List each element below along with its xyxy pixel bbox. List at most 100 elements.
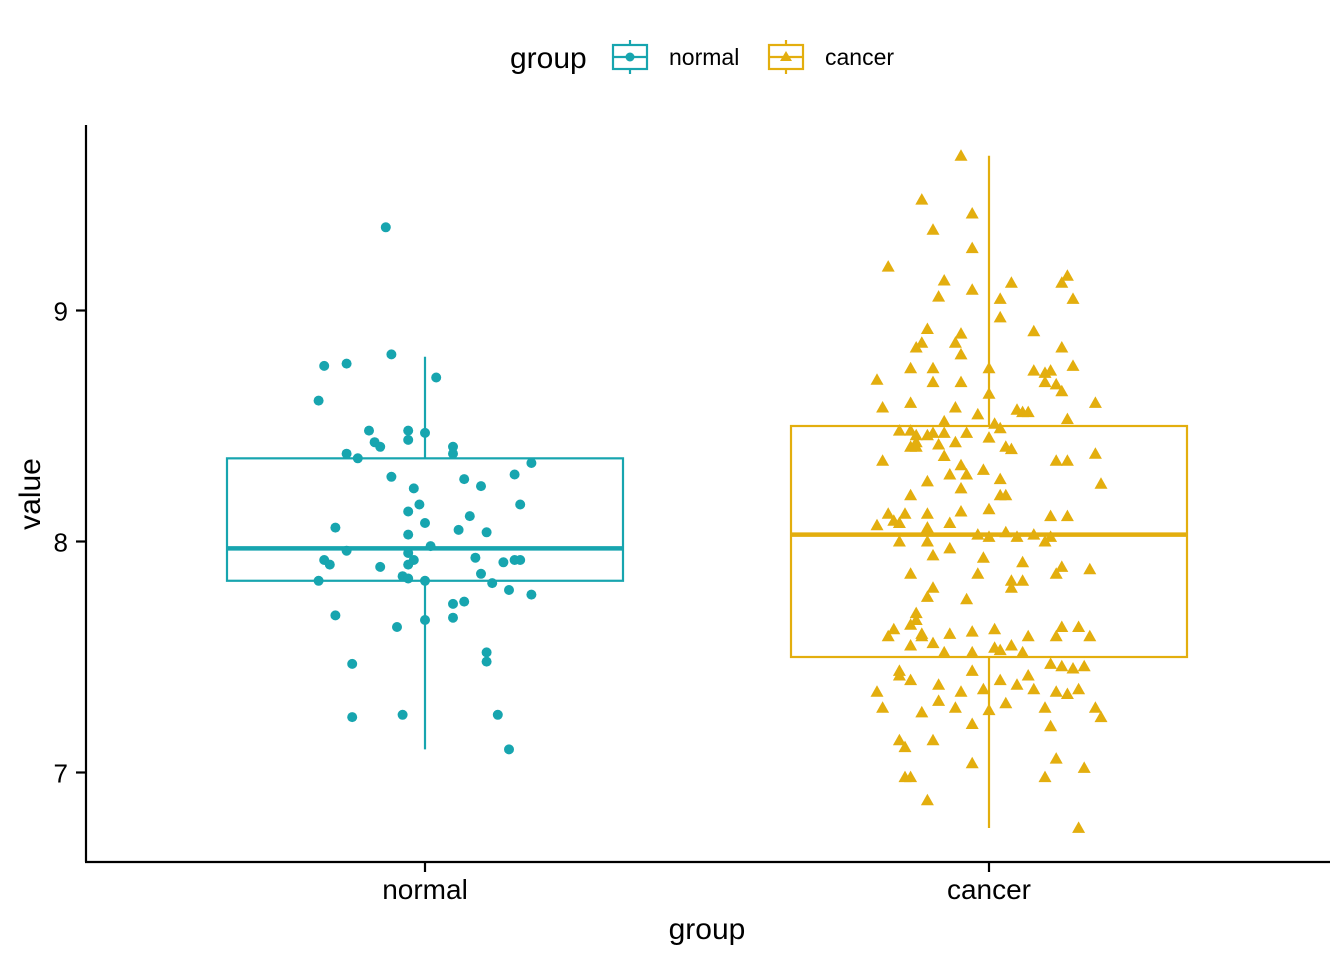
data-point-cancer bbox=[926, 426, 940, 438]
data-point-normal bbox=[448, 598, 458, 609]
data-point-cancer bbox=[904, 488, 918, 501]
data-point-normal bbox=[504, 585, 514, 595]
data-point-cancer bbox=[932, 438, 946, 450]
data-point-cancer bbox=[965, 756, 979, 769]
data-point-cancer bbox=[926, 636, 940, 649]
data-point-cancer bbox=[1055, 276, 1069, 288]
data-point-cancer bbox=[898, 740, 912, 753]
data-point-cancer bbox=[993, 472, 1007, 485]
data-point-normal bbox=[448, 612, 458, 623]
boxes-layer bbox=[225, 155, 1189, 828]
data-point-cancer bbox=[937, 449, 951, 461]
data-point-cancer bbox=[926, 733, 940, 746]
data-point-cancer bbox=[1016, 555, 1030, 568]
data-point-cancer bbox=[948, 701, 962, 713]
data-point-normal bbox=[420, 518, 430, 528]
legend-key-cancer bbox=[767, 40, 805, 74]
data-point-cancer bbox=[1038, 375, 1052, 388]
data-point-cancer bbox=[948, 336, 962, 348]
data-point-normal bbox=[420, 615, 430, 625]
data-point-cancer bbox=[1060, 687, 1074, 699]
data-point-normal bbox=[313, 395, 324, 406]
data-point-normal bbox=[448, 448, 458, 459]
data-point-cancer bbox=[909, 613, 923, 625]
box-cancer bbox=[789, 155, 1189, 828]
data-point-normal bbox=[330, 522, 341, 533]
data-point-cancer bbox=[1027, 682, 1041, 695]
data-point-cancer bbox=[932, 694, 946, 706]
data-point-cancer bbox=[898, 507, 912, 519]
data-point-cancer bbox=[898, 770, 912, 783]
data-point-cancer bbox=[954, 685, 968, 697]
data-point-cancer bbox=[943, 516, 957, 528]
data-point-cancer bbox=[920, 590, 934, 602]
data-point-normal bbox=[431, 372, 442, 383]
data-point-cancer bbox=[943, 468, 957, 480]
data-point-normal bbox=[341, 358, 352, 369]
data-point-normal bbox=[487, 578, 498, 589]
data-point-cancer bbox=[1044, 719, 1058, 732]
data-point-cancer bbox=[870, 373, 884, 385]
y-axis-title: value bbox=[14, 458, 47, 530]
data-point-cancer bbox=[926, 375, 940, 388]
data-point-normal bbox=[425, 541, 436, 552]
data-point-normal bbox=[420, 575, 430, 586]
data-point-cancer bbox=[993, 673, 1007, 686]
data-point-normal bbox=[403, 548, 414, 558]
data-point-cancer bbox=[1021, 629, 1035, 642]
data-point-cancer bbox=[892, 664, 906, 676]
data-point-cancer bbox=[909, 428, 923, 441]
data-point-cancer bbox=[948, 401, 962, 413]
data-point-cancer bbox=[960, 592, 974, 605]
data-point-cancer bbox=[1055, 341, 1069, 353]
data-point-cancer bbox=[965, 207, 979, 219]
data-point-normal bbox=[504, 744, 514, 755]
data-point-cancer bbox=[1055, 620, 1069, 632]
data-point-cancer bbox=[1004, 442, 1018, 455]
data-point-cancer bbox=[1044, 530, 1058, 542]
data-point-cancer bbox=[1077, 659, 1091, 672]
data-point-normal bbox=[313, 575, 324, 586]
data-point-cancer bbox=[1072, 821, 1086, 833]
data-point-cancer bbox=[1044, 509, 1058, 522]
y-tick-label: 9 bbox=[54, 297, 68, 327]
data-point-normal bbox=[403, 506, 414, 517]
data-point-cancer bbox=[1027, 364, 1041, 376]
data-point-cancer bbox=[892, 535, 906, 547]
data-point-cancer bbox=[937, 274, 951, 286]
data-point-cancer bbox=[881, 260, 895, 272]
data-point-normal bbox=[408, 483, 419, 494]
data-point-cancer bbox=[982, 502, 996, 515]
data-point-normal bbox=[464, 511, 475, 522]
data-point-cancer bbox=[999, 525, 1013, 538]
data-point-cancer bbox=[965, 717, 979, 729]
box-normal bbox=[225, 356, 625, 750]
data-point-cancer bbox=[926, 361, 940, 374]
data-point-cancer bbox=[881, 629, 895, 642]
data-point-normal bbox=[403, 425, 414, 436]
data-point-cancer bbox=[1088, 396, 1102, 408]
data-point-cancer bbox=[1088, 447, 1102, 459]
data-point-cancer bbox=[1038, 535, 1052, 547]
x-tick-label-cancer: cancer bbox=[947, 874, 1031, 905]
data-point-cancer bbox=[965, 283, 979, 295]
data-point-cancer bbox=[937, 426, 951, 438]
points-layer bbox=[313, 149, 1108, 833]
data-point-cancer bbox=[982, 703, 996, 716]
data-point-cancer bbox=[965, 625, 979, 637]
data-point-cancer bbox=[999, 696, 1013, 709]
data-point-cancer bbox=[937, 645, 951, 658]
data-point-normal bbox=[515, 555, 526, 565]
data-point-cancer bbox=[954, 149, 968, 161]
data-point-cancer bbox=[909, 440, 923, 452]
data-point-cancer bbox=[1060, 509, 1074, 522]
data-point-cancer bbox=[909, 341, 923, 353]
data-point-normal bbox=[526, 458, 537, 468]
legend-label-cancer: cancer bbox=[825, 44, 894, 70]
legend: group normal cancer bbox=[510, 40, 894, 75]
data-point-normal bbox=[392, 622, 402, 632]
data-point-cancer bbox=[1010, 678, 1024, 690]
data-point-cancer bbox=[1044, 657, 1058, 669]
legend-label-normal: normal bbox=[669, 44, 739, 70]
data-point-cancer bbox=[870, 518, 884, 531]
